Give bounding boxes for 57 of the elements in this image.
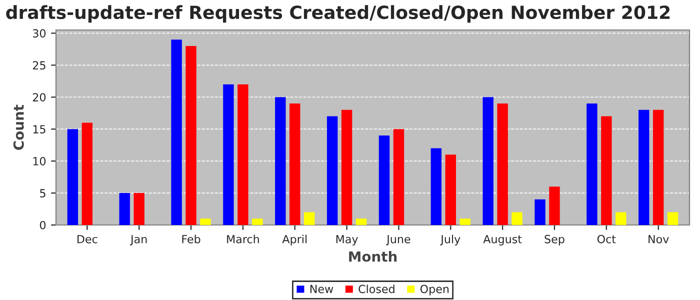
y-tick-label: 20	[32, 93, 46, 102]
x-tick-label: Jan	[130, 235, 147, 246]
y-tick-label: 30	[32, 29, 46, 38]
bar	[304, 212, 315, 225]
bar	[356, 218, 367, 225]
x-tick-label: Nov	[648, 235, 669, 244]
x-tick-label: June	[386, 235, 410, 246]
bar	[534, 199, 546, 225]
x-tick-label: August	[483, 235, 522, 246]
y-tick-label: 25	[32, 61, 46, 70]
x-tick-label: March	[227, 234, 259, 244]
bar	[497, 104, 508, 225]
bar	[290, 104, 300, 225]
bar	[134, 193, 144, 225]
x-tick-label: Feb	[182, 234, 200, 244]
legend-label: Closed	[358, 284, 394, 294]
x-tick-label: May	[336, 235, 358, 246]
legend-label: Open	[420, 284, 449, 296]
bar	[200, 218, 211, 225]
chart-title: drafts-update-ref Requests Created/Closed/Open November 2012	[6, 5, 670, 23]
bar	[482, 97, 494, 225]
y-axis-title: Count	[13, 104, 24, 150]
bar	[601, 116, 612, 225]
bar	[393, 129, 404, 225]
bar	[252, 218, 263, 225]
bar	[460, 218, 470, 225]
bar	[119, 193, 130, 225]
bar	[275, 97, 286, 225]
bar	[430, 148, 442, 225]
x-tick-label: Sep	[544, 234, 564, 246]
legend-label: New	[310, 284, 334, 294]
bar	[223, 84, 234, 225]
bar	[67, 129, 78, 225]
y-tick-label: 15	[33, 125, 46, 134]
bar	[82, 122, 93, 225]
bar	[652, 110, 664, 225]
x-tick-label: Dec	[77, 235, 98, 244]
bar	[549, 186, 560, 225]
bar	[238, 84, 248, 225]
x-axis-title: Month	[349, 251, 397, 262]
x-tick-label: April	[282, 234, 307, 246]
bar	[378, 135, 390, 225]
bar	[326, 116, 338, 225]
bar	[171, 40, 182, 225]
y-tick-label: 10	[33, 157, 46, 166]
bar	[616, 212, 626, 225]
bar	[341, 110, 352, 225]
bar	[186, 46, 196, 225]
x-tick-label: July	[440, 234, 460, 246]
bar	[512, 212, 522, 225]
y-tick-label: 5	[40, 189, 46, 198]
bar	[445, 154, 456, 225]
x-tick-label: Oct	[597, 234, 616, 244]
bar	[638, 110, 650, 225]
bar	[586, 104, 598, 225]
y-tick-label: 0	[40, 220, 46, 230]
bar	[667, 212, 678, 225]
